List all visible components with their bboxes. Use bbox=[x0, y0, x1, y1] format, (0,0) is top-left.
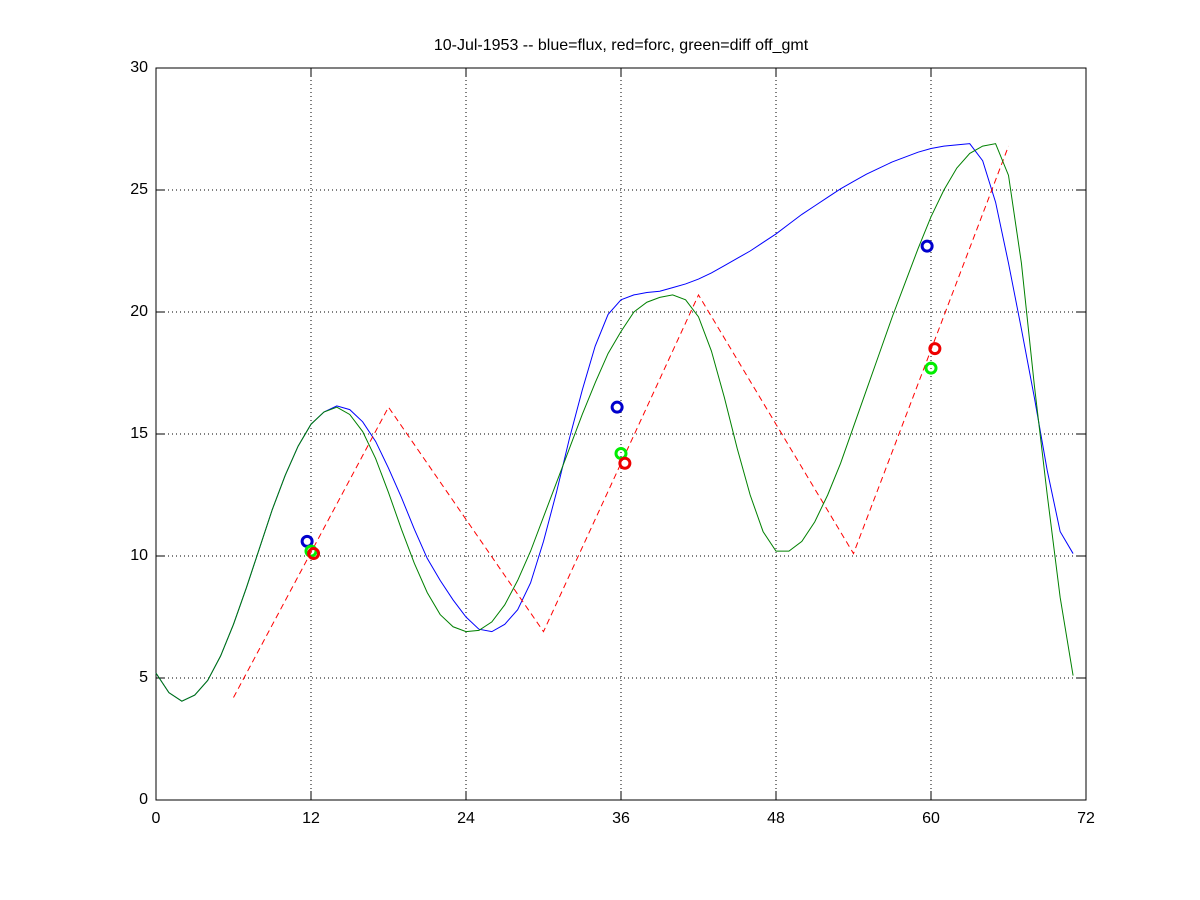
y-tick-label: 5 bbox=[139, 669, 148, 686]
x-tick-label: 12 bbox=[302, 810, 320, 827]
x-tick-label: 72 bbox=[1077, 810, 1095, 827]
marker bbox=[920, 239, 934, 253]
x-tick-label: 0 bbox=[152, 810, 161, 827]
series-line bbox=[233, 145, 1009, 698]
marker bbox=[618, 456, 632, 470]
plot-frame bbox=[155, 67, 1087, 801]
x-tick-label: 24 bbox=[457, 810, 475, 827]
chart-title: 10-Jul-1953 -- blue=flux, red=forc, gree… bbox=[434, 37, 809, 54]
marker bbox=[924, 361, 938, 375]
marker bbox=[610, 400, 624, 414]
marker bbox=[304, 544, 318, 558]
marker bbox=[307, 547, 321, 561]
x-tick-label: 48 bbox=[767, 810, 785, 827]
y-tick-label: 30 bbox=[130, 59, 148, 76]
marker bbox=[928, 342, 942, 356]
y-tick-label: 10 bbox=[130, 547, 148, 564]
y-tick-label: 20 bbox=[130, 303, 148, 320]
series-line bbox=[155, 143, 1074, 702]
y-tick-label: 25 bbox=[130, 181, 148, 198]
y-tick-label: 15 bbox=[130, 425, 148, 442]
y-tick-label: 0 bbox=[139, 791, 148, 808]
x-tick-label: 60 bbox=[922, 810, 940, 827]
x-tick-label: 36 bbox=[612, 810, 630, 827]
